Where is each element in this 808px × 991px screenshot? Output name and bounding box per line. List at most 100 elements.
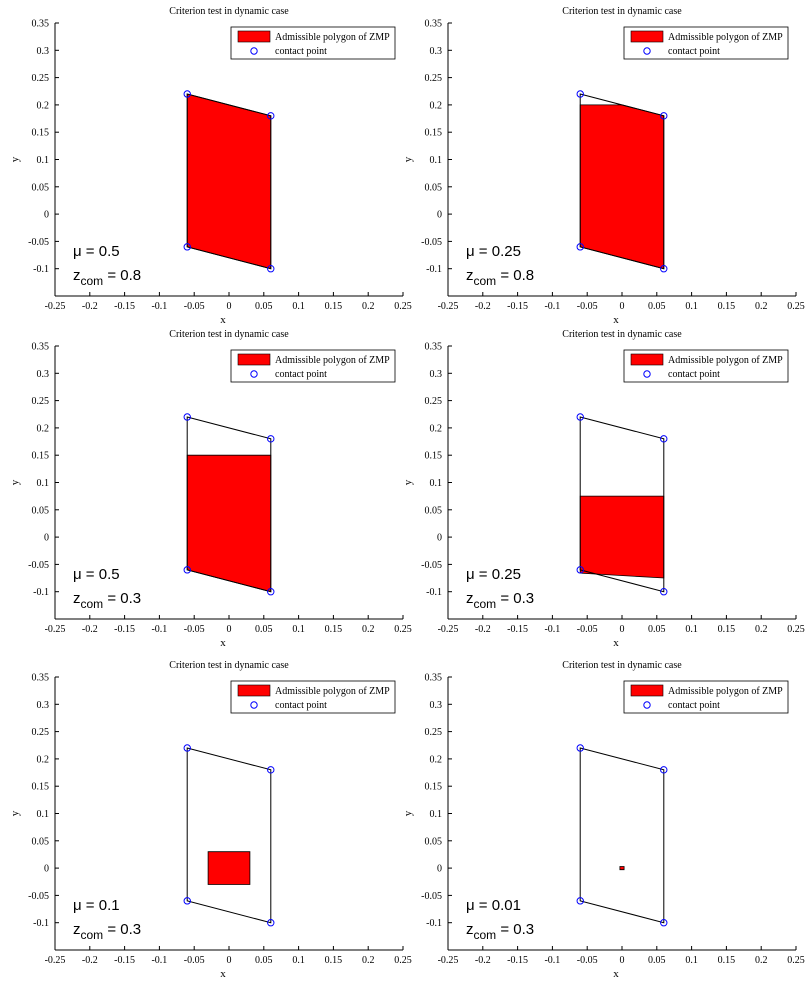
zmp-admissible-polygon [186, 93, 272, 270]
y-tick-label: 0.3 [430, 46, 443, 57]
legend-label-zmp: Admissible polygon of ZMP [668, 355, 783, 366]
zmp-admissible-polygon [207, 851, 251, 885]
y-tick-label: 0.15 [425, 128, 443, 139]
contact-point-marker [267, 435, 275, 443]
legend-marker-contact [250, 47, 258, 55]
support-polygon-outline [186, 93, 272, 270]
y-tick-label: 0.25 [425, 73, 443, 84]
annotation-zcom-sub: com [474, 597, 497, 611]
x-tick-label: -0.1 [544, 301, 560, 312]
x-tick-label: 0.25 [394, 955, 412, 966]
x-tick-label: 0 [620, 955, 625, 966]
y-tick-label: -0.1 [33, 918, 49, 929]
contact-point-marker [267, 588, 275, 596]
y-tick-label: 0.05 [32, 505, 50, 516]
contact-point-marker [267, 766, 275, 774]
x-tick-label: -0.05 [577, 301, 598, 312]
annotation-zcom-sub: com [81, 597, 104, 611]
x-tick-label: 0.05 [255, 301, 273, 312]
contact-point-marker [576, 566, 584, 574]
legend-label-contact: contact point [668, 700, 720, 711]
x-axis-label: x [613, 968, 619, 980]
x-tick-label: 0.25 [787, 624, 805, 635]
y-tick-label: 0 [437, 210, 442, 221]
x-axis-label: x [613, 314, 619, 326]
legend-swatch-zmp [630, 684, 664, 697]
x-tick-label: -0.2 [82, 955, 98, 966]
x-tick-label: -0.15 [507, 624, 528, 635]
y-axis-label: y [402, 810, 414, 816]
legend-swatch-zmp [237, 30, 271, 43]
y-tick-label: 0.35 [32, 673, 50, 684]
chart-title: Criterion test in dynamic case [169, 329, 289, 340]
y-tick-label: 0.1 [430, 809, 443, 820]
annotation-zcom-sub: com [474, 274, 497, 288]
x-tick-label: -0.2 [475, 624, 491, 635]
contact-point-marker [660, 588, 668, 596]
x-tick-label: -0.15 [114, 955, 135, 966]
annotation-zcom-value: = 0.8 [496, 267, 534, 284]
x-tick-label: -0.15 [114, 624, 135, 635]
y-tick-label: 0.15 [32, 128, 50, 139]
x-tick-label: 0.25 [787, 301, 805, 312]
x-tick-label: 0.2 [755, 955, 768, 966]
y-tick-label: 0.3 [37, 700, 50, 711]
x-axis-label: x [220, 968, 226, 980]
y-tick-label: 0.05 [425, 505, 443, 516]
x-tick-label: 0.15 [718, 955, 736, 966]
x-tick-label: 0.2 [755, 624, 768, 635]
legend-marker-contact [250, 701, 258, 709]
y-tick-label: -0.1 [33, 587, 49, 598]
y-tick-label: 0.25 [32, 73, 50, 84]
x-tick-label: -0.1 [544, 624, 560, 635]
contact-point-marker [660, 766, 668, 774]
y-tick-label: 0.35 [425, 19, 443, 30]
annotation-zcom: zcom = 0.3 [73, 590, 141, 611]
y-tick-label: 0.05 [32, 182, 50, 193]
legend-label-contact: contact point [275, 700, 327, 711]
y-tick-label: 0.1 [430, 478, 443, 489]
legend-label-zmp: Admissible polygon of ZMP [275, 32, 390, 43]
x-tick-label: -0.1 [151, 624, 167, 635]
y-tick-label: 0.15 [32, 782, 50, 793]
support-polygon-outline [579, 416, 665, 593]
y-tick-label: -0.05 [28, 237, 49, 248]
annotation-zcom-z: z [466, 921, 474, 938]
chart-panel-5: Criterion test in dynamic case -0.25 -0.2 -… [9, 660, 412, 980]
x-tick-label: 0.05 [648, 624, 666, 635]
chart-title: Criterion test in dynamic case [169, 660, 289, 671]
annotation-zcom: zcom = 0.3 [73, 921, 141, 942]
y-tick-label: 0.3 [430, 700, 443, 711]
y-tick-label: 0.25 [425, 727, 443, 738]
x-tick-label: 0.25 [394, 624, 412, 635]
y-tick-label: 0.05 [425, 836, 443, 847]
chart-panel-2: Criterion test in dynamic case -0.25 -0.2 -… [402, 6, 805, 326]
legend-swatch-zmp [630, 353, 664, 366]
x-tick-label: -0.25 [438, 624, 459, 635]
zmp-admissible-polygon [186, 454, 272, 593]
y-axis-label: y [9, 479, 21, 485]
support-polygon-outline [579, 747, 665, 924]
annotation-zcom-value: = 0.3 [496, 921, 534, 938]
contact-point-marker [660, 112, 668, 120]
y-tick-label: 0.3 [430, 369, 443, 380]
y-tick-label: 0.15 [425, 451, 443, 462]
x-tick-label: -0.15 [507, 955, 528, 966]
annotation-zcom-value: = 0.3 [103, 590, 141, 607]
contact-point-marker [660, 265, 668, 273]
x-tick-label: -0.25 [45, 301, 66, 312]
x-tick-label: 0.2 [755, 301, 768, 312]
x-tick-label: -0.2 [82, 301, 98, 312]
annotation-zcom-sub: com [81, 274, 104, 288]
x-tick-label: 0 [227, 624, 232, 635]
contact-point-marker [183, 897, 191, 905]
legend-marker-contact [643, 370, 651, 378]
x-tick-label: -0.05 [184, 301, 205, 312]
x-tick-label: -0.25 [45, 624, 66, 635]
annotation-mu: μ = 0.5 [73, 566, 120, 583]
annotation-zcom: zcom = 0.3 [466, 590, 534, 611]
x-tick-label: 0.15 [718, 301, 736, 312]
y-tick-label: 0 [44, 864, 49, 875]
y-axis-label: y [9, 810, 21, 816]
